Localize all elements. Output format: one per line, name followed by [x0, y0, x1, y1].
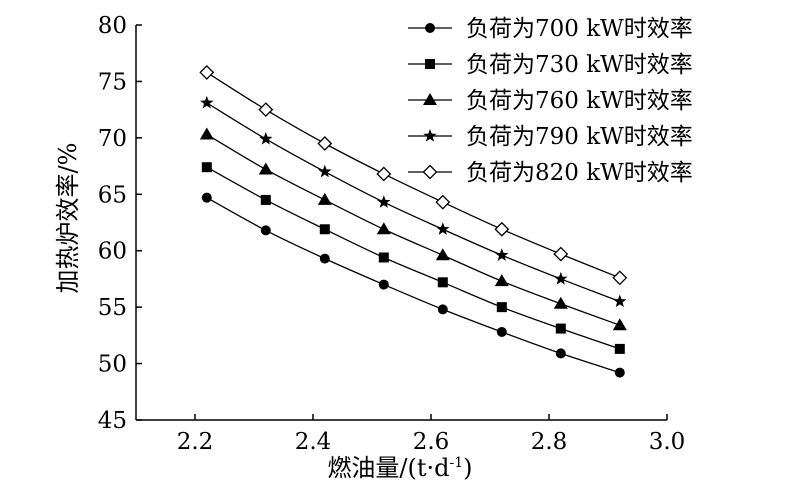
- data-point: [612, 318, 627, 331]
- x-tick-label: 2.8: [531, 429, 568, 455]
- x-axis-title-superscript: -1: [450, 455, 464, 471]
- y-tick-label: 70: [98, 126, 127, 152]
- data-point: [494, 274, 509, 287]
- x-axis-title: 燃油量/(t·d-1): [327, 454, 472, 482]
- data-point: [201, 162, 212, 173]
- data-point: [614, 367, 625, 378]
- series-line: [206, 102, 621, 303]
- data-point: [319, 253, 330, 264]
- data-point: [555, 323, 566, 334]
- series-layer: [199, 64, 628, 378]
- legend-item: 负荷为820 kW时效率: [408, 160, 693, 186]
- data-point: [613, 294, 627, 308]
- data-point: [376, 166, 392, 182]
- legend-item: 负荷为790 kW时效率: [408, 124, 693, 150]
- x-tick-label: 2.4: [295, 429, 332, 455]
- data-point: [260, 225, 271, 236]
- y-tick-label: 55: [98, 295, 127, 321]
- axes: [135, 25, 667, 421]
- data-point: [259, 131, 273, 145]
- data-point: [317, 136, 333, 151]
- legend-label: 负荷为760 kW时效率: [466, 88, 693, 114]
- data-point: [612, 270, 628, 286]
- data-point: [200, 95, 214, 109]
- data-point: [553, 246, 569, 262]
- data-point: [437, 277, 448, 288]
- x-tick-label: 2.2: [177, 429, 214, 455]
- data-point: [258, 102, 274, 118]
- legend-label: 负荷为820 kW时效率: [466, 160, 693, 186]
- data-point: [377, 195, 391, 208]
- legend-item: 负荷为700 kW时效率: [408, 16, 693, 42]
- data-point: [199, 64, 215, 80]
- series-line: [206, 197, 621, 374]
- legend-item: 负荷为760 kW时效率: [408, 88, 693, 114]
- data-point: [614, 343, 625, 354]
- legend-marker: [425, 59, 435, 69]
- y-tick-label: 80: [98, 13, 127, 39]
- data-point: [553, 296, 568, 309]
- data-point: [554, 271, 568, 285]
- data-point: [378, 252, 389, 263]
- data-point: [555, 348, 566, 359]
- legend-label: 负荷为790 kW时效率: [466, 124, 693, 150]
- legend-marker: [422, 164, 438, 180]
- data-point: [317, 192, 332, 205]
- series-4: [200, 95, 627, 308]
- series-2: [201, 162, 625, 354]
- data-point: [258, 162, 273, 175]
- y-tick-label: 60: [98, 239, 127, 265]
- data-point: [496, 326, 507, 337]
- data-point: [437, 304, 448, 315]
- series-1: [201, 192, 625, 378]
- data-point: [436, 222, 450, 235]
- data-point: [378, 279, 389, 290]
- legend-marker: [423, 129, 437, 142]
- y-tick-label: 45: [98, 408, 127, 434]
- legend-label: 负荷为700 kW时效率: [466, 16, 693, 42]
- series-3: [199, 127, 627, 331]
- y-axis-title: 加热炉效率/%: [54, 143, 82, 294]
- legend-marker: [425, 23, 435, 33]
- y-tick-label: 75: [98, 69, 127, 95]
- data-point: [496, 302, 507, 313]
- data-point: [318, 164, 332, 178]
- legend-label: 负荷为730 kW时效率: [466, 52, 693, 78]
- data-point: [435, 194, 451, 210]
- data-point: [319, 224, 330, 235]
- data-point: [201, 192, 212, 203]
- data-point: [495, 248, 509, 261]
- data-point: [376, 222, 391, 235]
- x-tick-label: 3.0: [649, 429, 686, 455]
- x-tick-label: 2.6: [413, 429, 450, 455]
- legend-item: 负荷为730 kW时效率: [408, 52, 693, 78]
- x-ticks: 2.2 2.4 2.6 2.8 3.0: [177, 414, 686, 455]
- y-tick-label: 50: [98, 352, 127, 378]
- y-ticks: 45 50 55 60 65 70 75 80: [98, 13, 142, 434]
- data-point: [260, 194, 271, 205]
- data-point: [494, 221, 510, 237]
- legend-marker: [423, 93, 437, 105]
- data-point: [199, 127, 214, 140]
- data-point: [435, 248, 450, 261]
- series-5: [199, 64, 628, 286]
- y-tick-label: 65: [98, 182, 127, 208]
